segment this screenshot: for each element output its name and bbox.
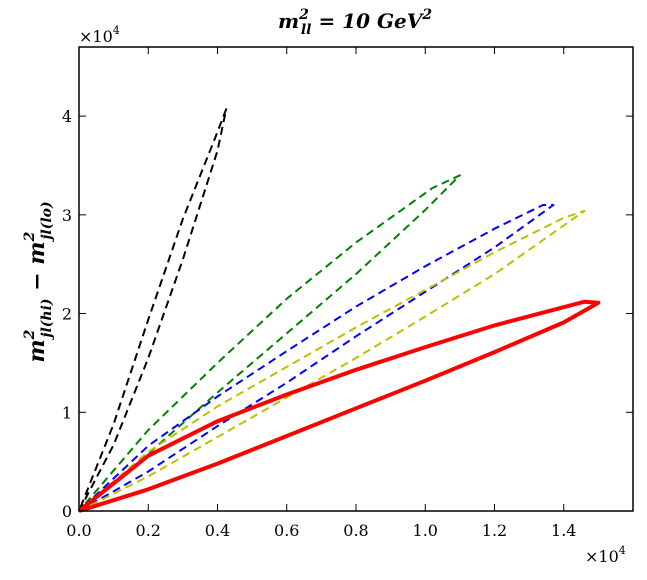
x-tick-label: 0.6 [274, 521, 299, 540]
series-blue-line [78, 204, 555, 512]
y-tick-label: 2 [62, 305, 72, 324]
series-layer [77, 108, 601, 513]
series-green-line [78, 174, 461, 512]
x-tick-label: 0.0 [66, 521, 91, 540]
x-tick-label: 0.2 [136, 521, 161, 540]
series-black-line [78, 108, 228, 512]
x-tick-label: 0.8 [343, 521, 368, 540]
chart-title: m2 ll = 10 GeV2 [278, 7, 432, 38]
y-tick-label: 1 [62, 403, 72, 422]
series-yellow-line [78, 209, 586, 512]
x-tick-label: 1.2 [482, 521, 507, 540]
y-axis-multiplier: ×104 [79, 24, 120, 46]
series-red-line [77, 299, 601, 513]
y-tick-label: 4 [62, 107, 72, 126]
plot-frame [78, 46, 634, 512]
x-tick-label: 1.4 [551, 521, 576, 540]
y-tick-label: 3 [62, 206, 72, 225]
x-tick-label: 1.0 [413, 521, 438, 540]
x-tick-label: 0.4 [205, 521, 230, 540]
y-tick-label: 0 [62, 502, 72, 521]
tick-layer: 0.0 0.2 0.4 0.6 0.8 1.0 1.2 1.4 0 1 2 3 4 [62, 47, 633, 540]
y-axis-label: m2jl(hi) − m2jl(lo) [22, 201, 55, 362]
x-axis-multiplier: ×104 [585, 544, 626, 566]
